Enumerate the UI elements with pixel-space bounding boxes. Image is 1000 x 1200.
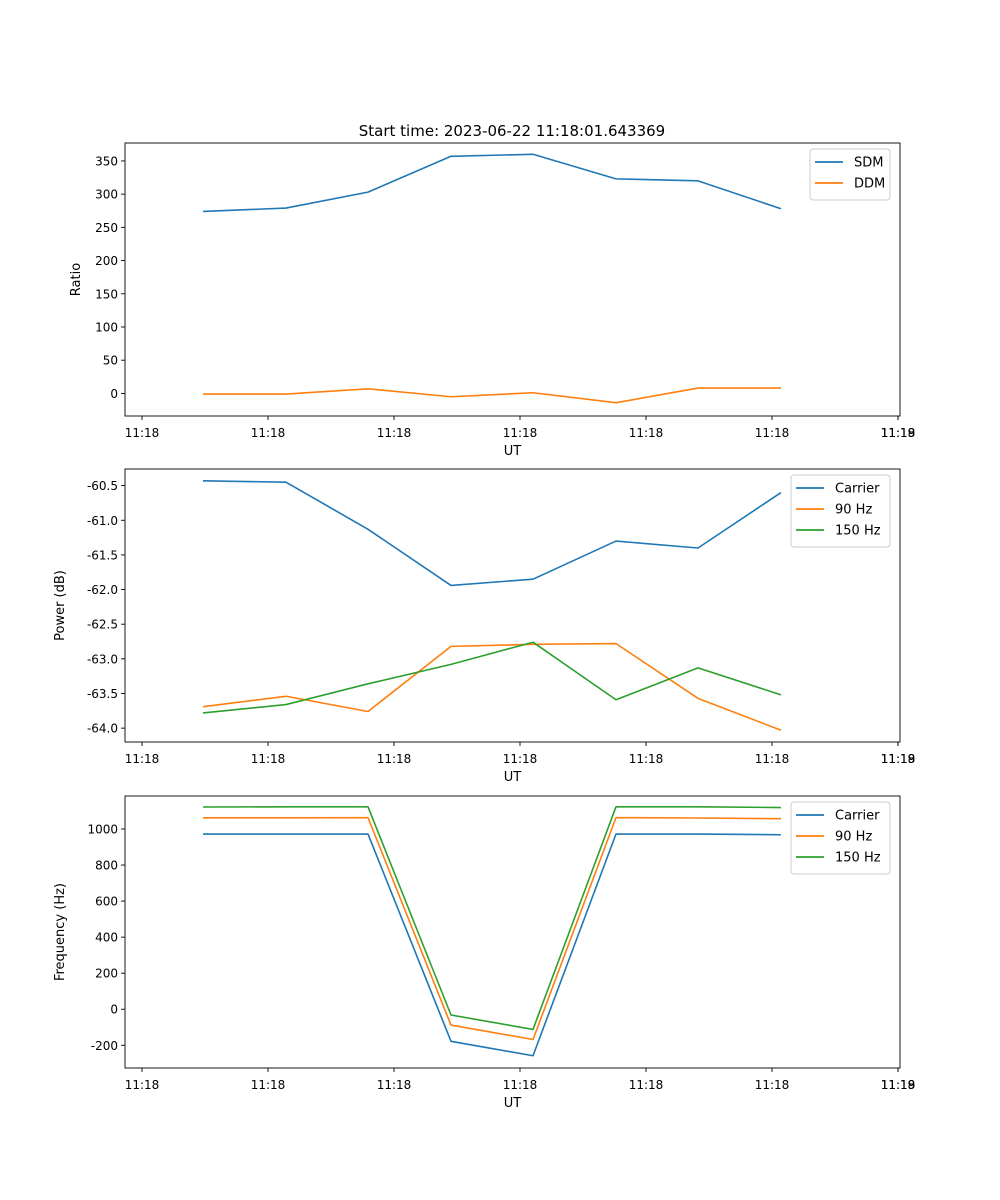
x-tick-label: 11:18 — [377, 426, 412, 440]
x-tick-label: 11:18 — [629, 426, 664, 440]
y-tick-label: -62.5 — [87, 618, 118, 632]
y-tick-label: 250 — [95, 221, 118, 235]
x-tick-label: 11:18 — [503, 426, 538, 440]
y-tick-label: 200 — [95, 967, 118, 981]
y-tick-label: -60.5 — [87, 479, 118, 493]
legend: Carrier 90 Hz 150 Hz — [790, 801, 891, 875]
y-tick-label: 0 — [110, 1003, 118, 1017]
y-axis-label: Power (dB) — [53, 570, 68, 641]
x-tick-label: 11:19 — [881, 752, 916, 766]
legend-box — [790, 474, 891, 548]
chart-panel-1: 11:18 11:18 11:18 11:18 11:18 11:18 11:1811:19… — [69, 142, 916, 459]
x-tick-label: 11:18 — [881, 1078, 916, 1092]
legend: Carrier 90 Hz 150 Hz — [790, 474, 891, 548]
x-tick-label: 11:18 — [251, 1078, 286, 1092]
x-tick-label: 11:18 — [503, 1078, 538, 1092]
x-tick-label: 11:18 — [629, 752, 664, 766]
y-tick-label: 300 — [95, 188, 118, 202]
y-tick-label: -61.0 — [87, 514, 118, 528]
x-axis-label: UT — [504, 770, 522, 785]
x-tick-label: 11:18 — [755, 1078, 790, 1092]
legend-label: SDM — [854, 156, 883, 171]
legend-label: Carrier — [835, 809, 880, 824]
legend: SDM DDM — [809, 148, 891, 201]
series-line-150-hz — [202, 641, 782, 714]
y-tick-label: -63.0 — [87, 652, 118, 666]
legend-label: Carrier — [835, 482, 880, 497]
series-line-sdm — [202, 153, 782, 213]
series-line-carrier — [203, 833, 782, 1057]
x-tick-label: 11:18 — [755, 752, 790, 766]
y-axis-label: Ratio — [69, 263, 84, 296]
plot-area-frame — [124, 468, 901, 743]
x-tick-label: 11:19 — [881, 426, 916, 440]
y-tick-label: -64.0 — [87, 722, 118, 736]
x-tick-label: 11:18 — [629, 1078, 664, 1092]
x-axis-label: UT — [504, 1096, 522, 1111]
series-line-90-hz — [202, 642, 782, 731]
x-tick-label: 11:19 — [881, 1078, 916, 1092]
legend-label: 150 Hz — [835, 524, 881, 539]
chart-title: Start time: 2023-06-22 11:18:01.643369 — [359, 122, 665, 140]
x-tick-label: 11:18 — [881, 752, 916, 766]
x-tick-label: 11:18 — [125, 1078, 160, 1092]
legend-label: 150 Hz — [835, 851, 881, 866]
y-tick-label: -200 — [91, 1039, 118, 1053]
y-tick-label: 400 — [95, 931, 118, 945]
y-tick-label: 50 — [103, 354, 118, 368]
x-tick-label: 11:18 — [377, 752, 412, 766]
x-tick-label: 11:18 — [251, 752, 286, 766]
x-tick-label: 11:18 — [755, 426, 790, 440]
series-line-150-hz — [202, 806, 782, 1031]
y-axis-label: Frequency (Hz) — [53, 883, 68, 981]
legend-label: DDM — [854, 177, 885, 192]
series-line-ddm — [203, 387, 781, 404]
chart-panel-2: 11:18 11:18 11:18 11:18 11:18 11:18 11:1811:19… — [53, 468, 916, 785]
y-tick-label: 600 — [95, 895, 118, 909]
y-tick-label: 1000 — [87, 822, 118, 836]
legend-box — [790, 801, 891, 875]
x-axis-label: UT — [504, 444, 522, 459]
chart-panel-3: 11:18 11:18 11:18 11:18 11:18 11:18 11:1811:19… — [53, 795, 916, 1111]
series-line-90-hz — [203, 816, 782, 1041]
y-tick-label: -63.5 — [87, 687, 118, 701]
y-tick-label: -62.0 — [87, 583, 118, 597]
x-tick-label: 11:18 — [125, 752, 160, 766]
y-tick-label: 200 — [95, 254, 118, 268]
legend-label: 90 Hz — [835, 503, 872, 518]
y-tick-label: 100 — [95, 320, 118, 334]
plot-area-frame — [124, 142, 901, 417]
x-tick-label: 11:18 — [125, 426, 160, 440]
x-tick-label: 11:18 — [503, 752, 538, 766]
y-tick-label: -61.5 — [87, 548, 118, 562]
x-tick-label: 11:18 — [881, 426, 916, 440]
y-tick-label: 0 — [110, 387, 118, 401]
plot-area-frame — [124, 795, 901, 1069]
series-line-carrier — [202, 479, 782, 587]
x-tick-label: 11:18 — [251, 426, 286, 440]
y-tick-label: 350 — [95, 154, 118, 168]
x-tick-label: 11:18 — [377, 1078, 412, 1092]
y-tick-label: 800 — [95, 859, 118, 873]
legend-label: 90 Hz — [835, 830, 872, 845]
y-tick-label: 150 — [95, 287, 118, 301]
